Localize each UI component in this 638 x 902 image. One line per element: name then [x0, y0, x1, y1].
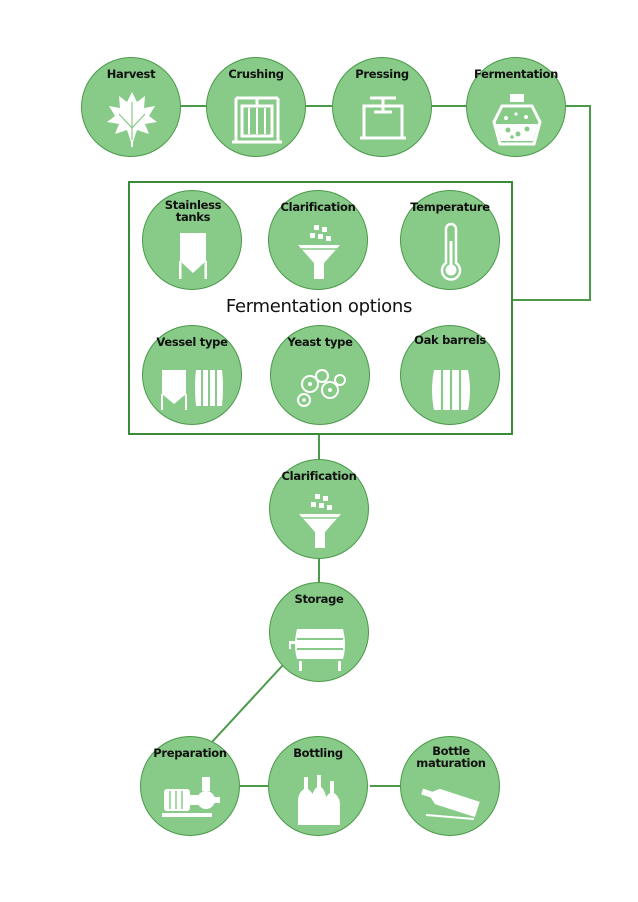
yeast-cells-icon	[297, 369, 346, 407]
step-label: Crushing	[228, 67, 284, 81]
step-harvest: Harvest	[81, 57, 181, 157]
steel-tank-icon	[179, 233, 207, 279]
fermentation-options-title: Fermentation options	[225, 296, 413, 317]
barrel-on-stand-icon	[289, 629, 345, 671]
step-label: Preparation	[153, 746, 227, 760]
step-label: Harvest	[106, 67, 156, 81]
vine-leaf-icon	[107, 92, 157, 147]
step-label: Clarification	[281, 469, 357, 483]
option-label: Temperature	[410, 200, 490, 214]
step-bottling: Bottling	[268, 736, 368, 836]
step-pressing: Pressing	[332, 57, 432, 157]
option-yeast-type: Yeast type	[270, 325, 370, 425]
funnel-filter-icon	[298, 225, 340, 279]
option-label: Vessel type	[156, 335, 228, 349]
option-temperature: Temperature	[400, 190, 500, 290]
step-preparation: Preparation	[140, 736, 240, 836]
step-label: Fermentation	[473, 67, 558, 81]
funnel-filter-icon	[299, 494, 341, 548]
option-vessel-type: Vessel type	[142, 325, 242, 425]
pump-icon	[162, 777, 220, 817]
option-clarification: Clarification	[268, 190, 368, 290]
step-label: Bottle maturation	[416, 744, 486, 770]
option-label: Stainless tanks	[164, 198, 222, 224]
option-stainless-tanks: Stainless tanks	[142, 190, 242, 290]
barrel-icon	[432, 370, 470, 410]
tank-and-barrel-icon	[161, 370, 223, 410]
option-oak-barrels: Oak barrels	[400, 325, 500, 425]
option-label: Yeast type	[287, 335, 353, 349]
thermometer-icon	[440, 222, 462, 281]
step-label: Storage	[294, 592, 344, 606]
link-storage-preparation	[211, 664, 284, 743]
step-clarification: Clarification	[269, 459, 369, 559]
link-fermentation-options	[513, 105, 591, 301]
step-crushing: Crushing	[206, 57, 306, 157]
press-icon	[360, 96, 406, 140]
option-label: Oak barrels	[414, 333, 486, 347]
bottle-lying-icon	[421, 788, 480, 820]
step-fermentation: Fermentation	[466, 57, 566, 157]
bottles-icon	[298, 775, 340, 825]
wine-press-crusher-icon	[232, 96, 282, 144]
step-storage: Storage	[269, 582, 369, 682]
fermentation-vessel-icon	[492, 94, 542, 146]
step-bottle-maturation: Bottle maturation	[400, 736, 500, 836]
option-label: Clarification	[280, 200, 356, 214]
step-label: Pressing	[355, 67, 409, 81]
step-label: Bottling	[293, 746, 343, 760]
